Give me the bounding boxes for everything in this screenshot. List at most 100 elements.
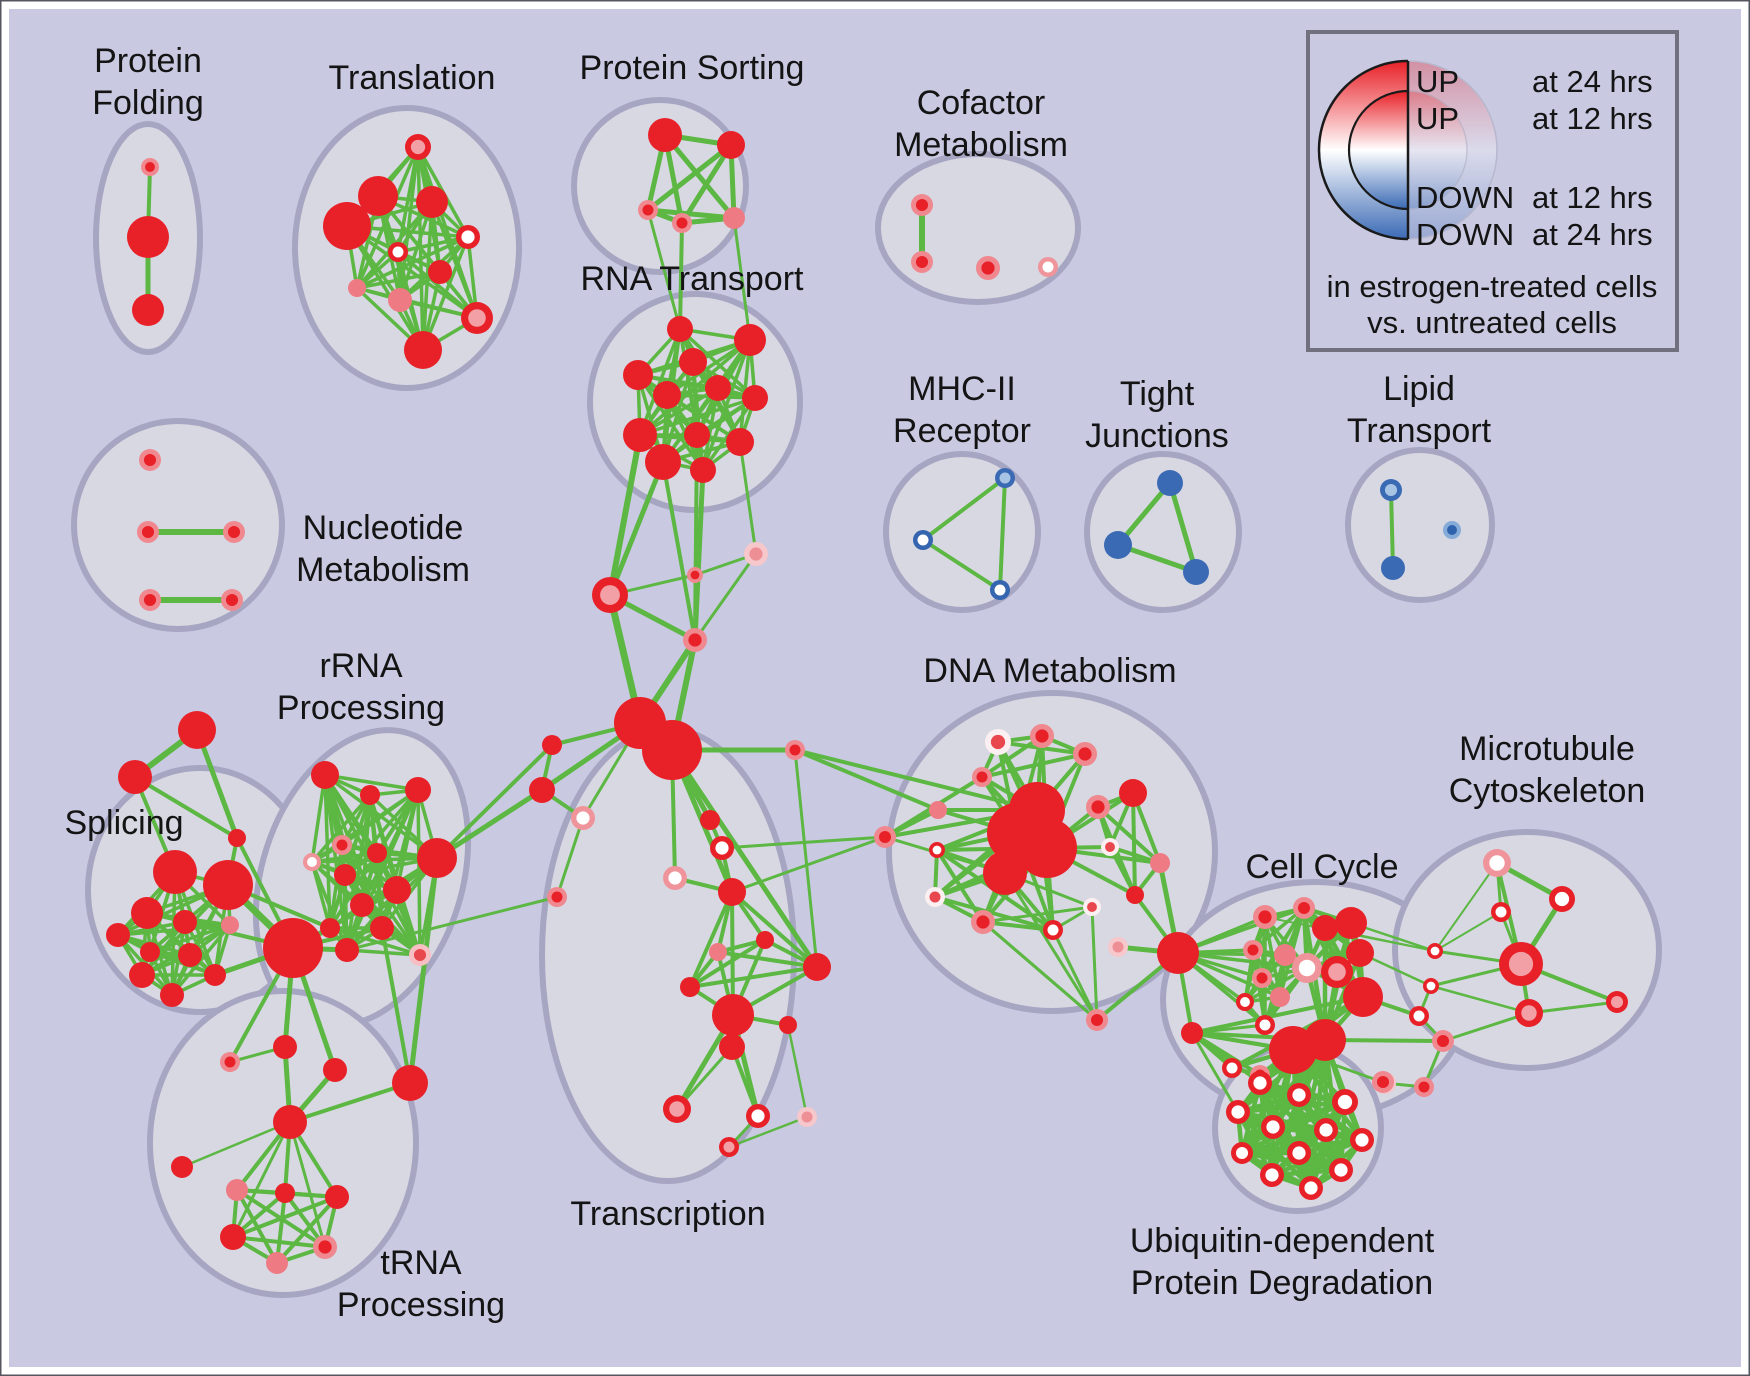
- node-tn5: [325, 1185, 349, 1209]
- node-dm15: [925, 887, 945, 907]
- node-cc11: [1335, 907, 1367, 939]
- edge: [793, 748, 1039, 812]
- node-ccB: [1157, 932, 1199, 974]
- edge: [786, 1023, 809, 1119]
- node-rt7: [742, 385, 768, 411]
- edge: [170, 923, 232, 997]
- node-ub7: [1350, 1128, 1374, 1152]
- cluster-translation-label: Translation: [329, 59, 496, 97]
- node-dm8: [1017, 818, 1077, 878]
- cluster-splicing-label: Splicing: [64, 804, 183, 842]
- node-cc10: [1312, 915, 1338, 941]
- edge: [716, 950, 819, 969]
- node-rt10: [726, 428, 754, 456]
- node-tx7: [680, 977, 700, 997]
- node-nm2: [137, 521, 159, 543]
- node-ub6: [1314, 1118, 1338, 1142]
- edge: [732, 216, 752, 342]
- node-pf1: [141, 158, 159, 176]
- node-ccS: [1181, 1022, 1203, 1044]
- node-dm11: [1086, 795, 1110, 819]
- edge: [355, 270, 442, 290]
- edge: [323, 773, 420, 792]
- node-tx4: [718, 878, 746, 906]
- node-rr8: [383, 876, 411, 904]
- node-tn3: [226, 1179, 248, 1201]
- edge: [730, 890, 819, 969]
- node-tr3: [323, 202, 371, 250]
- node-nm1: [139, 449, 161, 471]
- node-sp1: [153, 850, 197, 894]
- node-c7: [542, 735, 562, 755]
- edge: [310, 773, 327, 864]
- edge: [730, 835, 887, 894]
- node-rr2: [360, 785, 380, 805]
- edge: [555, 816, 585, 899]
- node-nm5: [221, 589, 243, 611]
- node-mt2: [1549, 886, 1575, 912]
- edge: [345, 224, 425, 352]
- node-rt11: [645, 444, 681, 480]
- legend-direction-2: DOWN: [1416, 180, 1514, 215]
- cluster-mhc-ii-receptor-bubble: [883, 451, 1041, 613]
- cluster-transcription-label: Transcription: [570, 1195, 765, 1233]
- node-layer: [106, 118, 1628, 1274]
- node-tx6: [756, 931, 774, 949]
- edge: [288, 1120, 327, 1249]
- edge: [638, 396, 757, 437]
- node-rt1: [667, 316, 693, 342]
- node-ps2: [717, 131, 745, 159]
- edge: [1269, 1137, 1365, 1178]
- node-mtA: [1427, 943, 1443, 959]
- node-tx15: [719, 1137, 739, 1157]
- edge: [430, 200, 479, 320]
- legend: UP at 24 hrs UP at 12 hrs DOWN at 12 hrs DOWN a…: [1306, 30, 1679, 352]
- node-sx2: [118, 760, 152, 794]
- node-tx14: [797, 1107, 817, 1127]
- cluster-lipid-transport-label: Lipid Transport: [1347, 370, 1492, 450]
- node-rt9: [684, 422, 710, 448]
- edge: [194, 727, 240, 841]
- node-ub13: [1372, 1071, 1394, 1093]
- node-mt5: [1515, 999, 1543, 1027]
- edge: [275, 1191, 287, 1265]
- legend-caption-0: in estrogen-treated cells: [1327, 269, 1658, 304]
- node-nm3: [223, 521, 245, 543]
- edge: [328, 851, 379, 930]
- cluster-nucleotide-metabolism-label: Nucleotide Metabolism: [296, 509, 470, 589]
- node-rr5: [303, 853, 321, 871]
- node-dm3: [1073, 742, 1097, 766]
- legend-time-1: at 12 hrs: [1532, 101, 1653, 136]
- node-sp6: [106, 923, 130, 947]
- node-sp2: [203, 860, 253, 910]
- node-cc2: [1293, 897, 1315, 919]
- node-cc7: [1270, 987, 1290, 1007]
- edge: [738, 440, 758, 556]
- edge: [434, 787, 545, 861]
- cluster-rrna-processing-label: rRNA Processing: [277, 647, 445, 727]
- cluster-cofactor-metabolism-label: Cofactor Metabolism: [894, 84, 1068, 164]
- edge: [345, 948, 422, 957]
- node-lt1: [1380, 479, 1402, 501]
- edge: [407, 855, 440, 1086]
- node-cc14: [1343, 977, 1383, 1017]
- node-mt1: [1483, 849, 1511, 877]
- node-tn1: [273, 1105, 307, 1139]
- node-dm23: [1083, 898, 1101, 916]
- edge: [688, 890, 734, 989]
- node-mt3: [1491, 902, 1511, 922]
- node-lt2: [1381, 556, 1405, 580]
- node-dm20: [1108, 937, 1128, 957]
- edge: [1190, 1031, 1240, 1114]
- node-tr8: [348, 279, 366, 297]
- node-rr12: [320, 918, 340, 938]
- edge: [1251, 906, 1306, 952]
- node-cc9: [1255, 1015, 1275, 1035]
- node-dm5: [929, 801, 947, 819]
- node-dm12: [1101, 838, 1119, 856]
- node-pf2: [127, 216, 169, 258]
- node-rt8: [623, 418, 657, 452]
- edge: [607, 459, 666, 598]
- edge: [793, 748, 819, 969]
